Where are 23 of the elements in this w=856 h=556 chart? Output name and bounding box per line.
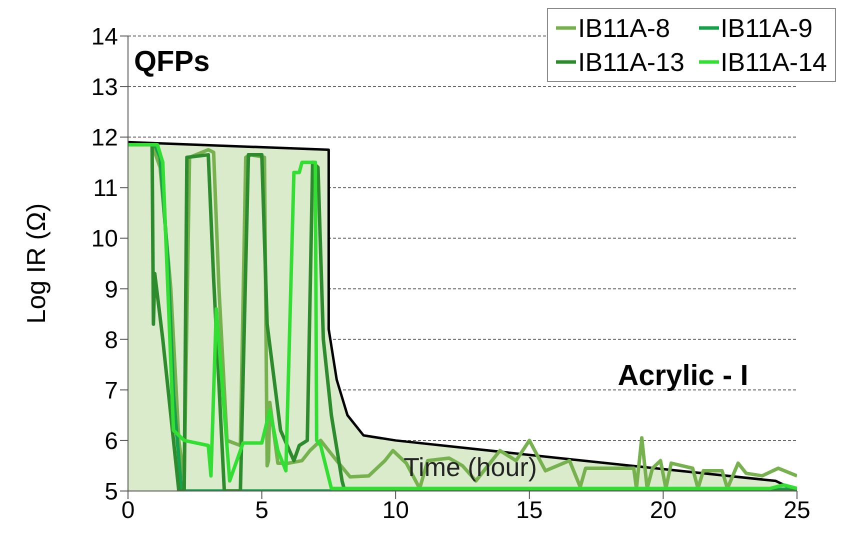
x-tick-label: 20 bbox=[650, 497, 677, 524]
x-tick-label: 5 bbox=[255, 497, 268, 524]
y-tick-label: 7 bbox=[104, 377, 118, 404]
y-tick-label: 11 bbox=[93, 175, 118, 202]
x-tick-label: 0 bbox=[121, 497, 135, 524]
y-tick-label: 14 bbox=[91, 24, 118, 51]
annotation: QFPs bbox=[134, 46, 210, 79]
legend-label: IB11A-13 bbox=[578, 46, 685, 79]
y-tick-label: 12 bbox=[91, 124, 118, 152]
legend-label: IB11A-9 bbox=[720, 12, 813, 45]
y-tick-label: 5 bbox=[104, 478, 118, 506]
y-tick-label: 10 bbox=[91, 226, 118, 253]
annotation: Acrylic - I bbox=[618, 360, 748, 393]
y-tick-label: 6 bbox=[104, 428, 118, 455]
legend-label: IB11A-14 bbox=[720, 46, 827, 79]
y-tick-label: 9 bbox=[104, 276, 118, 304]
y-tick-label: 13 bbox=[91, 74, 118, 102]
y-axis-title: Log IR (Ω) bbox=[21, 203, 52, 324]
legend-label: IB11A-8 bbox=[578, 12, 670, 45]
x-tick-label: 15 bbox=[516, 497, 543, 524]
y-tick-label: 8 bbox=[104, 326, 118, 354]
x-tick-label: 25 bbox=[784, 497, 810, 524]
x-tick-label: 10 bbox=[382, 497, 409, 524]
